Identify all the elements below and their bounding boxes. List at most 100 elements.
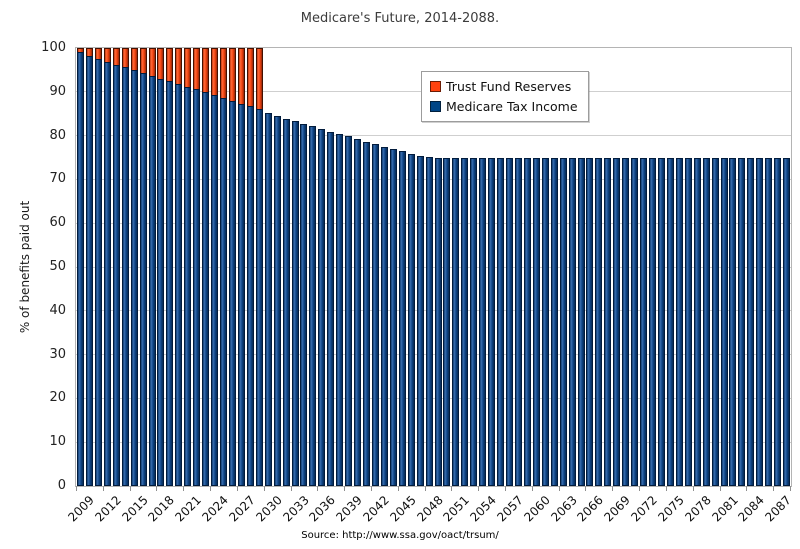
y-tick-label-40: 40: [49, 302, 66, 318]
x-axis-tick: [773, 486, 775, 491]
bar-2038-tax-income: [336, 133, 344, 486]
x-axis-tick: [558, 486, 560, 491]
x-axis-tick: [790, 486, 791, 491]
x-axis-tick: [612, 486, 614, 491]
bar-2016-tax-income: [139, 72, 147, 486]
x-axis-tick: [531, 486, 533, 491]
bar-2050-tax-income: [443, 157, 451, 486]
bar-2052-tax-income: [461, 157, 469, 486]
bar-2017-trust-fund: [148, 48, 156, 77]
bar-2040-tax-income: [354, 139, 362, 486]
bar-2013-trust-fund: [112, 48, 120, 65]
gridline-60: [76, 222, 791, 224]
bar-2019-trust-fund: [166, 48, 174, 82]
bar-2076-tax-income: [675, 157, 683, 486]
x-axis-tick: [397, 486, 399, 491]
bar-2061-tax-income: [541, 157, 549, 486]
bar-2085-tax-income: [756, 157, 764, 486]
bar-2046-tax-income: [407, 153, 415, 486]
bar-2060-tax-income: [532, 157, 540, 486]
x-axis-tick: [290, 486, 292, 491]
x-axis-tick: [263, 486, 265, 491]
bar-2025-trust-fund: [220, 48, 227, 98]
bar-2048-tax-income: [425, 157, 433, 486]
bar-2030-tax-income: [264, 112, 272, 486]
gridline-70: [76, 178, 791, 180]
bar-2021-trust-fund: [184, 48, 192, 87]
bar-2019-tax-income: [166, 81, 174, 486]
gridline-50: [76, 266, 791, 268]
bar-2012-trust-fund: [103, 48, 111, 62]
bar-2080-tax-income: [711, 157, 719, 486]
gridline-40: [76, 310, 791, 312]
x-axis-tick: [665, 486, 667, 491]
bar-2043-tax-income: [380, 146, 388, 486]
bar-2066-tax-income: [586, 157, 594, 486]
bar-2082-tax-income: [729, 157, 737, 486]
bar-2031-tax-income: [273, 115, 281, 486]
bar-2011-trust-fund: [94, 48, 102, 59]
bar-2026-tax-income: [228, 100, 236, 486]
bar-2033-tax-income: [291, 121, 299, 486]
x-axis-tick: [639, 486, 641, 491]
x-axis-tick: [585, 486, 587, 491]
y-tick-label-90: 90: [49, 83, 66, 99]
bar-2016-trust-fund: [139, 48, 147, 73]
legend-item-medicare-tax-income: Medicare Tax Income: [430, 96, 578, 116]
bar-2045-tax-income: [398, 151, 406, 486]
gridline-20: [76, 397, 791, 399]
bar-2020-tax-income: [175, 83, 183, 486]
x-axis-tick: [183, 486, 185, 491]
x-axis-tick: [317, 486, 319, 491]
bar-2078-tax-income: [693, 157, 701, 486]
y-tick-label-80: 80: [49, 127, 66, 143]
bar-2026-trust-fund: [228, 48, 236, 101]
bar-2029-tax-income: [255, 108, 263, 486]
x-axis-tick: [692, 486, 694, 491]
bar-2023-trust-fund: [202, 48, 210, 92]
bar-2028-tax-income: [246, 106, 254, 486]
bar-2013-tax-income: [112, 64, 120, 486]
bar-2039-tax-income: [345, 136, 353, 486]
source-caption: Source: http://www.ssa.gov/oact/trsum/: [301, 530, 499, 541]
x-axis-tick: [236, 486, 238, 491]
y-tick-label-70: 70: [49, 171, 66, 187]
bar-2059-tax-income: [523, 157, 531, 486]
bar-2018-trust-fund: [157, 48, 165, 79]
y-tick-label-60: 60: [49, 215, 66, 231]
bar-2071-tax-income: [631, 157, 639, 486]
bar-2012-tax-income: [103, 61, 111, 486]
bar-2079-tax-income: [702, 157, 710, 486]
bar-2010-trust-fund: [85, 48, 93, 56]
x-axis-tick: [424, 486, 426, 491]
bar-2086-tax-income: [765, 157, 773, 486]
bar-2027-tax-income: [237, 103, 245, 486]
bar-2055-tax-income: [488, 157, 496, 486]
bar-2044-tax-income: [389, 148, 397, 486]
bar-2087-tax-income: [774, 157, 782, 486]
bar-2018-tax-income: [157, 78, 165, 486]
bar-2081-tax-income: [720, 157, 728, 486]
bar-2014-tax-income: [121, 67, 129, 486]
x-axis-tick: [746, 486, 748, 491]
bar-2032-tax-income: [282, 118, 290, 486]
bar-2011-tax-income: [94, 58, 102, 486]
bar-2047-tax-income: [416, 155, 424, 486]
bar-2069-tax-income: [613, 157, 621, 486]
bar-2014-trust-fund: [121, 48, 129, 68]
bar-2020-trust-fund: [175, 48, 183, 84]
y-tick-label-20: 20: [49, 390, 66, 406]
legend-label: Medicare Tax Income: [446, 98, 578, 114]
bar-2035-tax-income: [309, 126, 317, 486]
x-axis-tick: [719, 486, 721, 491]
x-axis-tick: [451, 486, 453, 491]
x-axis-tick: [478, 486, 480, 491]
bar-2054-tax-income: [479, 157, 487, 486]
x-axis-tick: [210, 486, 212, 491]
medicare-tax-income-swatch-icon: [430, 100, 441, 112]
bar-2075-tax-income: [666, 157, 674, 486]
x-axis-tick: [505, 486, 506, 491]
bar-2009-trust-fund: [77, 48, 84, 53]
bar-2028-trust-fund: [246, 48, 254, 107]
x-axis-tick: [76, 486, 77, 491]
